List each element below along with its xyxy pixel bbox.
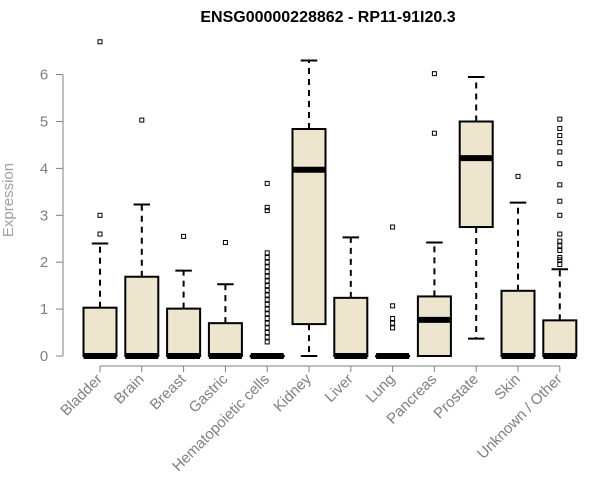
chart-title: ENSG00000228862 - RP11-91I20.3 — [200, 9, 455, 26]
outlier-point — [557, 140, 563, 146]
y-tick-label: 3 — [40, 207, 48, 224]
box-body — [333, 296, 369, 357]
x-tick-label: Liver — [322, 371, 357, 406]
outlier-point — [431, 130, 437, 136]
x-tick-label: Breast — [147, 370, 190, 413]
outlier-point — [264, 315, 270, 321]
y-tick-label: 6 — [40, 67, 48, 84]
outlier-point — [557, 262, 563, 268]
outlier-point — [390, 303, 396, 309]
outlier-point — [515, 173, 521, 179]
outlier-point — [264, 208, 270, 214]
outlier-point — [264, 330, 270, 336]
outlier-point — [390, 315, 396, 321]
box-hematopoietic-cells — [249, 180, 285, 359]
y-tick-label: 4 — [40, 160, 48, 177]
x-tick-label: Brain — [111, 371, 148, 408]
outlier-point — [264, 292, 270, 298]
outlier-point — [264, 204, 270, 210]
outlier-point — [139, 117, 145, 123]
box-body — [458, 120, 494, 229]
box-body — [207, 322, 243, 358]
outlier-point — [264, 320, 270, 326]
box-kidney — [291, 59, 327, 357]
outlier-point — [557, 238, 563, 244]
box-body — [542, 319, 578, 357]
y-axis-label: Expression — [0, 163, 17, 237]
outlier-point — [557, 126, 563, 132]
outlier-point — [264, 283, 270, 289]
x-tick-label: Prostate — [430, 371, 482, 423]
outlier-point — [264, 180, 270, 186]
outlier-point — [264, 264, 270, 270]
x-tick-label: Kidney — [270, 370, 315, 415]
outlier-point — [264, 255, 270, 261]
outlier-point — [97, 231, 103, 237]
box-body — [82, 306, 118, 357]
outlier-point — [390, 320, 396, 326]
outlier-point — [557, 161, 563, 167]
y-tick-label: 0 — [40, 348, 48, 365]
outlier-point — [264, 297, 270, 303]
y-axis: 0 1 2 3 4 5 6 — [40, 67, 64, 365]
box-prostate — [458, 75, 494, 340]
outlier-point — [264, 250, 270, 256]
outlier-point — [557, 198, 563, 204]
outlier-point — [431, 71, 437, 77]
box-lung — [375, 224, 411, 359]
outlier-point — [97, 39, 103, 45]
outlier-point — [390, 224, 396, 230]
outlier-point — [264, 273, 270, 279]
outlier-point — [557, 212, 563, 218]
box-bladder — [82, 39, 118, 359]
outlier-point — [264, 311, 270, 317]
outlier-point — [264, 259, 270, 265]
outlier-point — [390, 325, 396, 331]
outlier-point — [557, 247, 563, 253]
box-unknown-other — [542, 116, 578, 359]
x-tick-label: Skin — [491, 371, 524, 404]
outlier-point — [264, 278, 270, 284]
y-tick-label: 5 — [40, 114, 48, 131]
box-liver — [333, 236, 369, 359]
outlier-point — [557, 243, 563, 249]
outlier-point — [264, 306, 270, 312]
outlier-point — [264, 339, 270, 345]
outlier-point — [264, 325, 270, 331]
outlier-point — [264, 287, 270, 293]
box-body — [416, 295, 452, 358]
box-skin — [500, 173, 536, 359]
outlier-point — [557, 255, 563, 261]
box-brain — [124, 117, 160, 359]
outlier-point — [181, 233, 187, 239]
box-body — [291, 128, 327, 326]
x-tick-label: Lung — [363, 371, 399, 407]
outlier-point — [264, 301, 270, 307]
x-tick-label: Bladder — [57, 371, 106, 420]
y-tick-label: 2 — [40, 254, 48, 271]
box-body — [166, 307, 202, 358]
box-pancreas — [416, 71, 452, 358]
outlier-point — [97, 212, 103, 218]
outlier-point — [222, 240, 228, 246]
outlier-point — [557, 116, 563, 122]
outlier-point — [557, 182, 563, 188]
box-gastric — [207, 240, 243, 359]
box-breast — [166, 233, 202, 359]
outlier-point — [264, 269, 270, 275]
boxes-group — [82, 39, 578, 359]
outlier-point — [557, 133, 563, 139]
box-body — [500, 289, 536, 357]
outlier-point — [557, 149, 563, 155]
outlier-point — [264, 334, 270, 340]
box-body — [124, 275, 160, 358]
outlier-point — [557, 231, 563, 237]
y-tick-label: 1 — [40, 301, 48, 318]
